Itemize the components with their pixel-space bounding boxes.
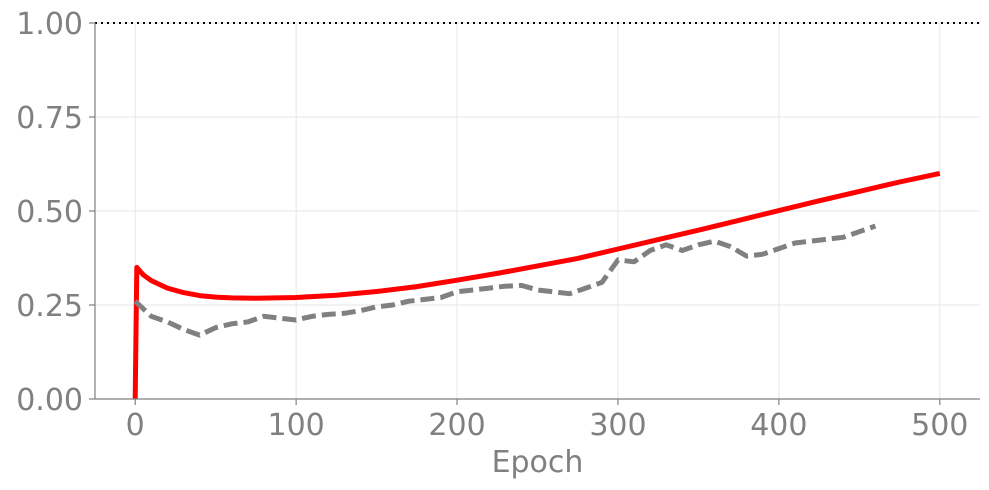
y-ticks: 0.00 0.25 0.50 0.75 1.00 [16,7,95,418]
y-tick-label: 0.00 [16,383,83,418]
x-ticks: 0 100 200 300 400 500 [126,399,968,443]
x-tick-label: 100 [268,408,325,443]
grid-lines [95,22,980,400]
y-tick-label: 1.00 [16,7,83,42]
x-tick-label: 300 [589,408,646,443]
x-tick-label: 400 [750,408,807,443]
y-tick-label: 0.50 [16,195,83,230]
x-axis-title: Epoch [492,445,584,480]
y-tick-label: 0.25 [16,289,83,324]
series-line-dashed [133,223,877,338]
series-group [132,170,941,400]
x-tick-label: 0 [126,408,145,443]
series-line-solid [132,170,941,400]
x-tick-label: 200 [428,408,485,443]
x-tick-label: 500 [911,408,968,443]
y-tick-label: 0.75 [16,101,83,136]
